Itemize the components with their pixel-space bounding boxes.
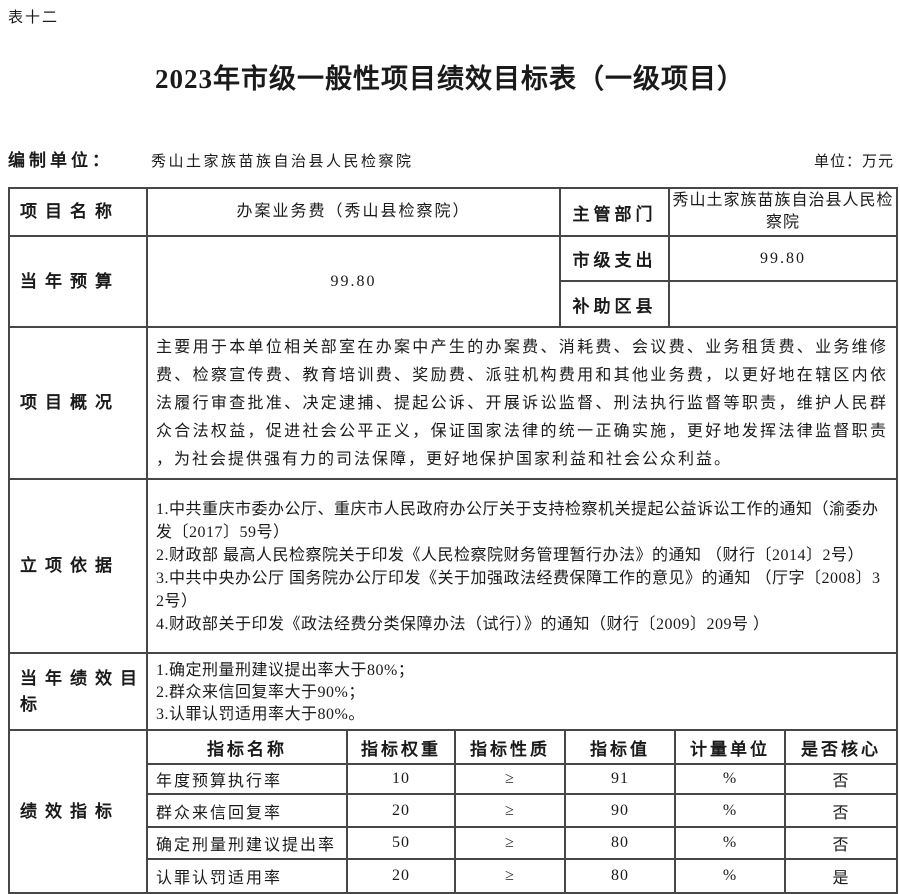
row-annual-goals: 当年绩效目标 1.确定刑量刑建议提出率大于80%； 2.群众来信回复率大于90%… bbox=[8, 652, 898, 731]
project-name-value: 办案业务费（秀山县检察院） bbox=[146, 187, 561, 237]
header-indicator-unit: 计量单位 bbox=[674, 732, 786, 765]
budget-label: 当年预算 bbox=[8, 235, 148, 328]
header-indicator-nature: 指标性质 bbox=[454, 732, 566, 765]
indicator-unit: % bbox=[674, 858, 786, 891]
indicator-name: 确定刑量刑建议提出率 bbox=[149, 826, 348, 860]
indicator-name: 年度预算执行率 bbox=[149, 763, 348, 795]
unit-note: 单位：万元 bbox=[813, 154, 894, 170]
indicator-nature: ≥ bbox=[454, 858, 566, 891]
meta-row: 编制单位： 秀山土家族苗族自治县人民检察院 单位：万元 bbox=[8, 146, 896, 171]
indicator-name: 认罪认罚适用率 bbox=[149, 858, 348, 891]
indicator-value: 90 bbox=[564, 793, 676, 828]
indicator-name: 群众来信回复率 bbox=[149, 793, 348, 828]
prepared-by-label: 编制单位： bbox=[8, 151, 113, 170]
performance-target-table: 项目名称 办案业务费（秀山县检察院） 主管部门 秀山土家族苗族自治县人民检察院 … bbox=[8, 187, 898, 894]
doc-tag: 表十二 bbox=[8, 10, 60, 26]
indicators-cell: 指标名称 指标权重 指标性质 指标值 计量单位 是否核心 年度预算执行率 10 … bbox=[146, 729, 898, 894]
basis-item: 2.财政部 最高人民检察院关于印发《人民检察院财务管理暂行办法》的通知 （财行〔… bbox=[156, 547, 865, 564]
basis-list: 1.中共重庆市委办公厅、重庆市人民政府办公厅关于支持检察机关提起公益诉讼工作的通… bbox=[146, 478, 898, 654]
basis-item: 1.中共重庆市委办公厅、重庆市人民政府办公厅关于支持检察机关提起公益诉讼工作的通… bbox=[156, 501, 879, 541]
basis-item: 4.财政部关于印发《政法经费分类保障办法（试行）》的通知（财行〔2009〕209… bbox=[156, 616, 770, 633]
indicator-row: 群众来信回复率 20 ≥ 90 % 否 bbox=[149, 793, 895, 828]
row-basis: 立项依据 1.中共重庆市委办公厅、重庆市人民政府办公厅关于支持检察机关提起公益诉… bbox=[8, 478, 898, 654]
prepared-by-value: 秀山土家族苗族自治县人民检察院 bbox=[151, 154, 414, 170]
overview-label: 项目概况 bbox=[8, 326, 148, 480]
annual-goals-list: 1.确定刑量刑建议提出率大于80%； 2.群众来信回复率大于90%； 3.认罪认… bbox=[146, 652, 898, 731]
row-overview: 项目概况 主要用于本单位相关部室在办案中产生的办案费、消耗费、会议费、业务租赁费… bbox=[8, 326, 898, 480]
row-county-subsidy: 补助区县 bbox=[9, 280, 898, 328]
budget-value: 99.80 bbox=[146, 235, 561, 328]
dept-value: 秀山土家族苗族自治县人民检察院 bbox=[668, 187, 898, 237]
indicators-label: 绩效指标 bbox=[8, 729, 148, 894]
overview-text: 主要用于本单位相关部室在办案中产生的办案费、消耗费、会议费、业务租赁费、业务维修… bbox=[146, 326, 898, 480]
county-subsidy-label: 补助区县 bbox=[559, 280, 670, 328]
row-indicators: 绩效指标 指标名称 指标权重 指标性质 指标值 计量单位 是否核心 bbox=[8, 729, 898, 894]
city-expense-label: 市级支出 bbox=[559, 235, 670, 282]
header-indicator-name: 指标名称 bbox=[149, 732, 348, 765]
header-indicator-value: 指标值 bbox=[564, 732, 676, 765]
indicator-nature: ≥ bbox=[454, 763, 566, 795]
basis-label: 立项依据 bbox=[8, 478, 148, 654]
indicators-header-row: 指标名称 指标权重 指标性质 指标值 计量单位 是否核心 bbox=[149, 732, 895, 765]
header-indicator-core: 是否核心 bbox=[784, 732, 895, 765]
indicator-nature: ≥ bbox=[454, 793, 566, 828]
indicator-core: 是 bbox=[784, 858, 895, 891]
indicator-unit: % bbox=[674, 793, 786, 828]
indicator-weight: 10 bbox=[346, 763, 456, 795]
basis-item: 3.中共中央办公厅 国务院办公厅印发《关于加强政法经费保障工作的意见》的通知 （… bbox=[156, 570, 881, 610]
indicator-core: 否 bbox=[784, 826, 895, 860]
indicator-value: 80 bbox=[564, 858, 676, 891]
indicator-unit: % bbox=[674, 763, 786, 795]
indicator-nature: ≥ bbox=[454, 826, 566, 860]
dept-label: 主管部门 bbox=[559, 187, 670, 237]
indicator-core: 否 bbox=[784, 763, 895, 795]
indicator-unit: % bbox=[674, 826, 786, 860]
county-subsidy-value bbox=[668, 280, 898, 328]
annual-goals-label: 当年绩效目标 bbox=[8, 652, 148, 731]
project-name-label: 项目名称 bbox=[8, 187, 148, 237]
goal-item: 1.确定刑量刑建议提出率大于80%； bbox=[156, 661, 415, 679]
page-title: 2023年市级一般性项目绩效目标表（一级项目） bbox=[155, 64, 745, 94]
indicator-row: 确定刑量刑建议提出率 50 ≥ 80 % 否 bbox=[149, 826, 895, 860]
indicators-table: 指标名称 指标权重 指标性质 指标值 计量单位 是否核心 年度预算执行率 10 … bbox=[149, 732, 895, 891]
goal-item: 2.群众来信回复率大于90%； bbox=[156, 683, 365, 701]
indicator-row: 年度预算执行率 10 ≥ 91 % 否 bbox=[149, 763, 895, 795]
prepared-by: 编制单位： 秀山土家族苗族自治县人民检察院 bbox=[8, 146, 414, 171]
indicator-weight: 50 bbox=[346, 826, 456, 860]
goal-item: 3.认罪认罚适用率大于80%。 bbox=[156, 705, 365, 723]
indicator-value: 91 bbox=[564, 763, 676, 795]
indicator-core: 否 bbox=[784, 793, 895, 828]
indicator-weight: 20 bbox=[346, 793, 456, 828]
city-expense-value: 99.80 bbox=[668, 235, 898, 282]
header-indicator-weight: 指标权重 bbox=[346, 732, 456, 765]
indicator-row: 认罪认罚适用率 20 ≥ 80 % 是 bbox=[149, 858, 895, 891]
row-city-expense: 当年预算 99.80 市级支出 99.80 bbox=[8, 235, 898, 328]
row-project-name: 项目名称 办案业务费（秀山县检察院） 主管部门 秀山土家族苗族自治县人民检察院 bbox=[8, 187, 898, 237]
indicator-value: 80 bbox=[564, 826, 676, 860]
indicator-weight: 20 bbox=[346, 858, 456, 891]
